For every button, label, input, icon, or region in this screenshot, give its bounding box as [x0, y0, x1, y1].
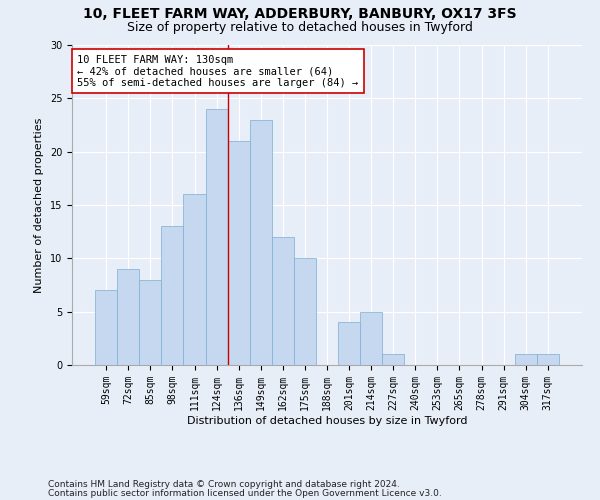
Text: Contains public sector information licensed under the Open Government Licence v3: Contains public sector information licen…	[48, 489, 442, 498]
Text: 10 FLEET FARM WAY: 130sqm
← 42% of detached houses are smaller (64)
55% of semi-: 10 FLEET FARM WAY: 130sqm ← 42% of detac…	[77, 54, 358, 88]
X-axis label: Distribution of detached houses by size in Twyford: Distribution of detached houses by size …	[187, 416, 467, 426]
Bar	[117, 269, 139, 365]
Text: Size of property relative to detached houses in Twyford: Size of property relative to detached ho…	[127, 21, 473, 34]
Bar	[294, 258, 316, 365]
Bar	[360, 312, 382, 365]
Bar	[537, 354, 559, 365]
Text: Contains HM Land Registry data © Crown copyright and database right 2024.: Contains HM Land Registry data © Crown c…	[48, 480, 400, 489]
Bar	[227, 141, 250, 365]
Bar	[250, 120, 272, 365]
Bar	[206, 109, 227, 365]
Bar	[515, 354, 537, 365]
Bar	[184, 194, 206, 365]
Text: 10, FLEET FARM WAY, ADDERBURY, BANBURY, OX17 3FS: 10, FLEET FARM WAY, ADDERBURY, BANBURY, …	[83, 8, 517, 22]
Bar	[382, 354, 404, 365]
Bar	[95, 290, 117, 365]
Bar	[139, 280, 161, 365]
Bar	[338, 322, 360, 365]
Bar	[272, 237, 294, 365]
Bar	[161, 226, 184, 365]
Y-axis label: Number of detached properties: Number of detached properties	[34, 118, 44, 292]
